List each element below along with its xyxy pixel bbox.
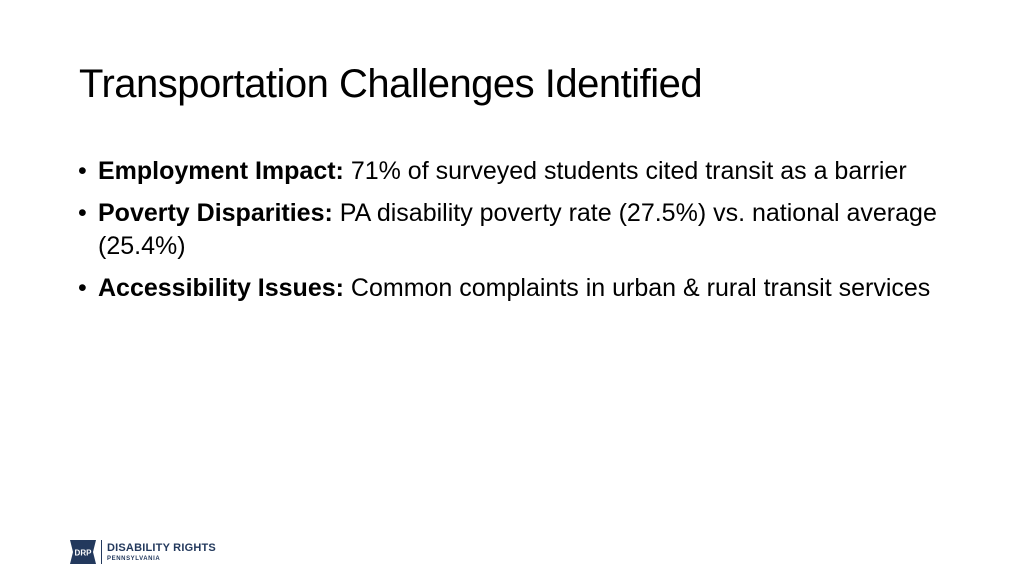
slide-title: Transportation Challenges Identified [79,62,703,106]
organization-logo: DRP DISABILITY RIGHTS PENNSYLVANIA [68,537,216,567]
bullet-label: Poverty Disparities: [98,199,333,227]
bullet-label: Employment Impact: [98,157,344,185]
logo-line-1: DISABILITY RIGHTS [107,541,216,554]
logo-divider [101,540,102,564]
logo-line-2: PENNSYLVANIA [107,555,161,562]
bullet-marker: • [78,199,87,227]
bullet-label: Accessibility Issues: [98,274,344,302]
bullet-text: Common complaints in urban & rural trans… [343,274,931,302]
bullet-list: • Employment Impact: 71% of surveyed stu… [78,155,958,314]
bullet-text: 71% of surveyed students cited transit a… [343,157,907,185]
keystone-logo-icon: DRP [70,540,96,564]
bullet-item-accessibility: • Accessibility Issues: Common complaint… [78,272,958,305]
bullet-text: PA disability poverty rate (27.5%) vs. n… [98,199,937,260]
logo-mark-text: DRP [75,549,93,558]
bullet-marker: • [78,157,87,185]
bullet-marker: • [78,274,87,302]
bullet-item-poverty: • Poverty Disparities: PA disability pov… [78,197,958,263]
logo-wordmark: DISABILITY RIGHTS PENNSYLVANIA [107,541,216,562]
bullet-item-employment: • Employment Impact: 71% of surveyed stu… [78,155,958,188]
